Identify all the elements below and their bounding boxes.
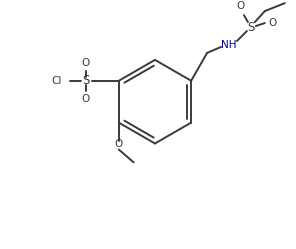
Text: O: O <box>115 139 123 149</box>
Text: Cl: Cl <box>52 76 62 86</box>
Text: S: S <box>247 20 255 34</box>
Text: O: O <box>82 58 90 68</box>
Text: O: O <box>82 94 90 104</box>
Text: S: S <box>82 74 90 87</box>
Text: O: O <box>237 1 245 11</box>
Text: NH: NH <box>221 40 237 50</box>
Text: O: O <box>269 18 277 28</box>
